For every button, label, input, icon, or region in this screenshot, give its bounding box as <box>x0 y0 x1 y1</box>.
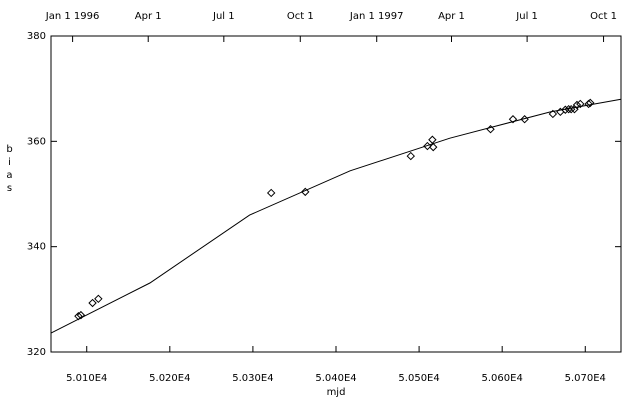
top-tick-label: Oct 1 <box>287 11 314 22</box>
x-tick-label: 5.010E4 <box>66 373 107 384</box>
data-point <box>586 98 595 108</box>
data-point <box>76 310 86 320</box>
data-point <box>428 135 437 144</box>
x-tick-label: 5.040E4 <box>315 373 356 384</box>
data-point <box>548 109 558 119</box>
y-tick-label: 380 <box>27 31 46 42</box>
data-point <box>508 115 518 124</box>
top-tick-label: Apr 1 <box>135 11 162 22</box>
top-tick-label: Jan 1 1996 <box>45 11 100 22</box>
top-tick-label: Oct 1 <box>590 11 617 22</box>
x-tick-label: 5.050E4 <box>398 373 439 384</box>
y-axis-label: bias <box>4 144 15 196</box>
x-axis-label: mjd <box>327 387 346 398</box>
data-point <box>576 99 585 109</box>
x-tick-label: 5.070E4 <box>565 373 606 384</box>
top-tick-label: Jul 1 <box>212 11 235 22</box>
data-point <box>88 298 97 308</box>
top-tick-label: Jul 1 <box>515 11 538 22</box>
y-tick-label: 340 <box>27 242 46 253</box>
data-point <box>266 188 276 198</box>
data-point <box>406 151 415 161</box>
y-tick-label: 360 <box>27 136 46 147</box>
x-tick-label: 5.020E4 <box>149 373 190 384</box>
data-point <box>94 294 103 304</box>
plot-frame <box>50 35 622 353</box>
fit-line <box>50 98 622 334</box>
data-point <box>429 142 438 152</box>
top-tick-label: Jan 1 1997 <box>349 11 404 22</box>
x-tick-label: 5.060E4 <box>482 373 523 384</box>
y-tick-label: 320 <box>27 347 46 358</box>
x-tick-label: 5.030E4 <box>232 373 273 384</box>
data-point <box>301 187 310 197</box>
top-tick-label: Apr 1 <box>438 11 465 22</box>
data-point <box>572 100 582 110</box>
